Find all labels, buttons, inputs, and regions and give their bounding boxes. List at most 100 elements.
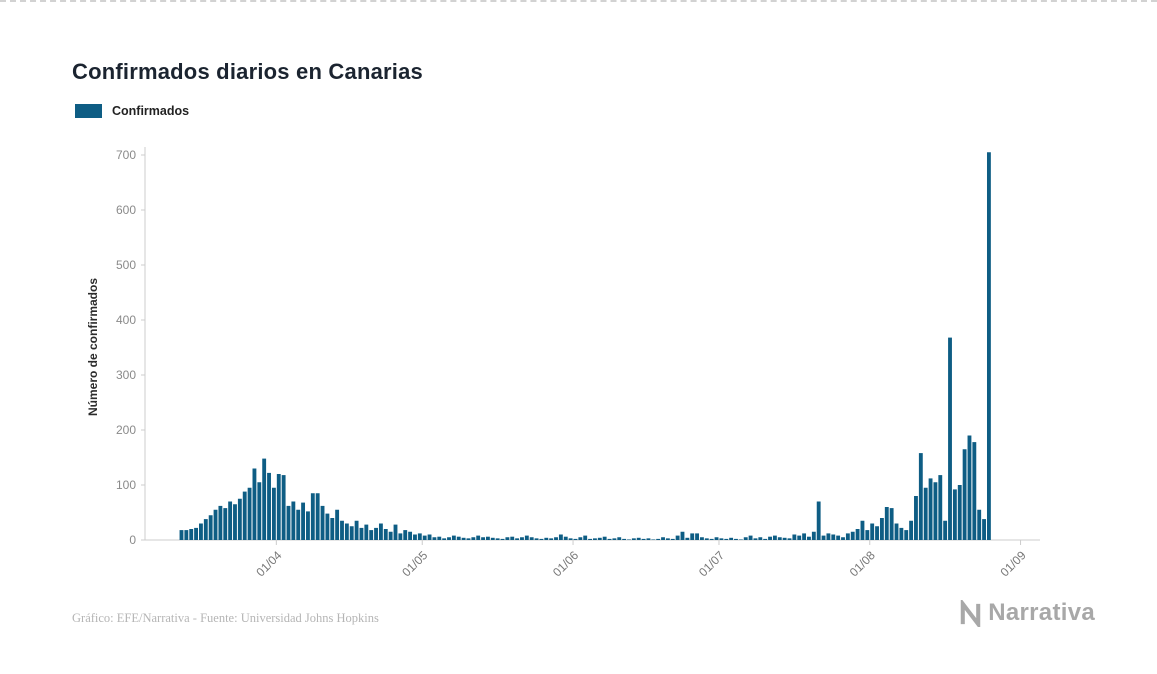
bar — [850, 531, 855, 540]
bar — [758, 537, 763, 540]
bar — [612, 538, 617, 540]
legend-label: Confirmados — [112, 104, 190, 118]
bar — [661, 537, 665, 540]
y-tick-label: 400 — [116, 313, 136, 327]
bar — [738, 539, 743, 540]
bar — [476, 535, 481, 540]
bar — [315, 493, 320, 540]
bar — [583, 535, 588, 540]
bar — [286, 505, 291, 540]
bar — [422, 535, 427, 540]
bar — [690, 533, 695, 540]
y-tick-label: 500 — [116, 258, 136, 272]
bar — [563, 536, 568, 540]
bar — [811, 531, 816, 540]
bar — [578, 537, 583, 540]
brand-logo: Narrativa — [958, 599, 1095, 627]
bar — [709, 538, 714, 540]
bar — [957, 485, 962, 540]
bar — [719, 538, 724, 540]
bar — [242, 491, 247, 540]
source-credit: Gráfico: EFE/Narrativa - Fuente: Univers… — [72, 611, 379, 625]
bar — [189, 529, 194, 540]
bar — [223, 508, 228, 540]
bar — [218, 505, 223, 540]
bar — [257, 482, 262, 540]
brand-name: Narrativa — [988, 599, 1095, 626]
bar — [860, 520, 865, 540]
bar — [247, 487, 252, 540]
y-tick-label: 300 — [116, 368, 136, 382]
bar — [889, 508, 894, 540]
bar — [388, 531, 393, 540]
bar — [417, 533, 422, 540]
bar — [291, 501, 296, 540]
page-title: Confirmados diarios en Canarias — [72, 58, 423, 84]
bar — [281, 475, 286, 540]
bar — [724, 538, 729, 540]
bar — [729, 537, 734, 540]
bar — [967, 435, 972, 540]
bar — [213, 509, 218, 540]
bar — [271, 487, 276, 540]
bar — [865, 530, 870, 540]
bar — [714, 537, 719, 540]
bar — [534, 538, 539, 540]
bar — [943, 520, 948, 540]
bar — [748, 535, 753, 540]
bar — [782, 537, 787, 540]
bar — [894, 523, 899, 540]
bar — [821, 535, 826, 540]
x-tick-label: 01/08 — [847, 548, 878, 579]
x-tick-label: 01/06 — [550, 548, 581, 579]
bar — [485, 536, 490, 540]
bar — [734, 538, 738, 540]
bar — [558, 534, 563, 540]
bar — [855, 529, 860, 540]
bar — [505, 537, 510, 540]
bar — [651, 539, 656, 540]
bar — [972, 442, 977, 540]
bar — [427, 534, 432, 540]
bar — [753, 538, 758, 540]
bar — [962, 449, 967, 540]
bar — [899, 527, 904, 540]
bar — [306, 511, 310, 540]
window-top-border — [0, 0, 1157, 2]
bar — [340, 520, 344, 540]
bar — [296, 509, 301, 540]
y-tick-label: 0 — [129, 533, 136, 547]
bar — [335, 509, 340, 540]
bar — [179, 530, 184, 540]
bar — [670, 538, 675, 540]
bar — [344, 523, 349, 540]
bar — [695, 533, 700, 540]
bar — [451, 535, 456, 540]
bar — [836, 535, 841, 540]
bar — [393, 524, 398, 540]
bar — [914, 496, 918, 540]
bar — [374, 527, 378, 540]
bar — [656, 538, 661, 540]
bar — [276, 474, 281, 540]
bar — [228, 501, 233, 540]
bar — [597, 537, 602, 540]
bar — [802, 533, 807, 540]
bar — [203, 519, 208, 540]
bar — [364, 524, 369, 540]
bar — [461, 537, 466, 540]
bar — [466, 538, 471, 540]
bar — [617, 537, 622, 540]
bar — [923, 487, 928, 540]
bar — [568, 538, 573, 540]
y-tick-label: 600 — [116, 203, 136, 217]
legend-swatch — [75, 104, 102, 118]
bar — [831, 534, 836, 540]
bar — [325, 513, 330, 540]
bar — [879, 518, 884, 540]
bar — [797, 535, 802, 540]
bar — [772, 535, 777, 540]
bar — [607, 538, 612, 540]
bar — [369, 530, 374, 540]
bar — [432, 537, 437, 540]
